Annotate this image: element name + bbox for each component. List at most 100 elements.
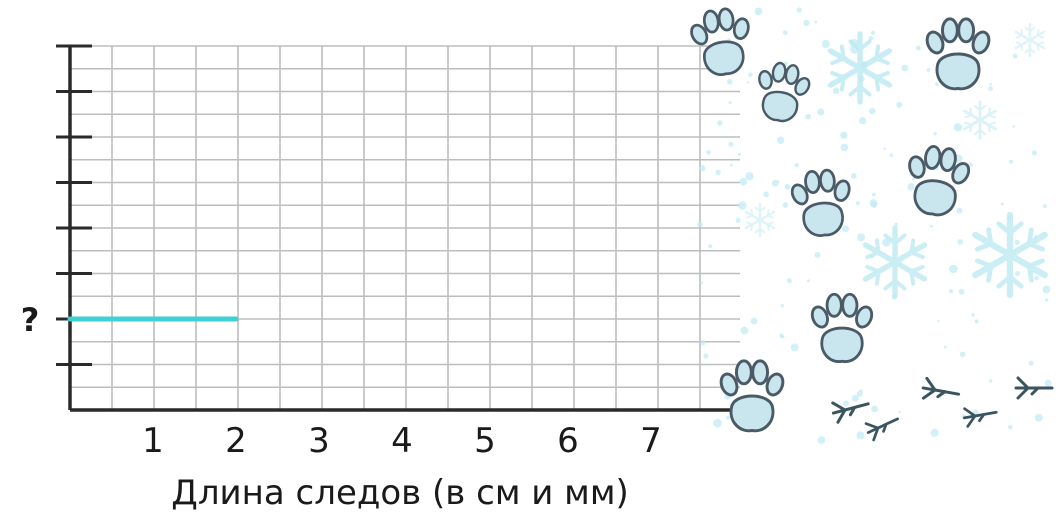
snow-speck bbox=[989, 82, 993, 86]
snow-speck bbox=[851, 394, 859, 402]
snow-speck bbox=[883, 147, 886, 150]
snow-speck bbox=[725, 415, 730, 420]
snow-speck bbox=[957, 239, 963, 245]
snowflake-icon bbox=[1014, 22, 1046, 58]
snow-speck bbox=[1031, 150, 1037, 156]
snow-speck bbox=[717, 120, 723, 126]
paw-print-icon bbox=[908, 145, 971, 217]
paw-print-icon bbox=[925, 17, 991, 91]
snow-speck bbox=[930, 428, 939, 437]
snow-speck bbox=[842, 225, 849, 233]
snow-speck bbox=[740, 326, 749, 335]
snow-speck bbox=[776, 136, 785, 144]
snow-speck bbox=[779, 333, 784, 338]
x-tick-label: 4 bbox=[391, 421, 413, 461]
snow-speck bbox=[817, 108, 825, 116]
snow-speck bbox=[1015, 271, 1021, 277]
snow-speck bbox=[943, 345, 947, 349]
paw-print-icon bbox=[719, 359, 785, 433]
bird-track-icon bbox=[1014, 376, 1054, 400]
snow-speck bbox=[1034, 413, 1043, 422]
snow-speck bbox=[1012, 125, 1015, 128]
snow-speck bbox=[988, 86, 993, 91]
snow-speck bbox=[805, 113, 811, 120]
snow-speck bbox=[953, 123, 963, 132]
snow-speck bbox=[708, 244, 713, 249]
snow-speck bbox=[784, 184, 791, 190]
snow-speck bbox=[870, 30, 876, 35]
snow-speck bbox=[786, 278, 793, 284]
snow-speck bbox=[959, 351, 966, 358]
snow-speck bbox=[727, 79, 733, 85]
snowflake-icon bbox=[962, 100, 998, 140]
x-tick-label: 6 bbox=[557, 421, 579, 461]
snow-speck bbox=[870, 202, 877, 208]
winter-tracks-illustration bbox=[690, 7, 1054, 444]
snow-speck bbox=[840, 143, 849, 152]
snow-speck bbox=[796, 7, 802, 13]
snow-speck bbox=[735, 217, 741, 223]
snow-speck bbox=[738, 201, 747, 210]
snow-speck bbox=[948, 289, 953, 294]
snow-speck bbox=[748, 72, 753, 77]
snow-speck bbox=[842, 400, 850, 407]
snow-speck bbox=[956, 207, 963, 214]
snow-speck bbox=[949, 264, 958, 274]
snow-speck bbox=[821, 39, 830, 48]
paw-print-icon bbox=[810, 292, 874, 364]
snow-speck bbox=[855, 201, 860, 206]
snow-speck bbox=[935, 82, 939, 87]
snow-speck bbox=[715, 169, 721, 176]
paw-print-icon bbox=[690, 7, 750, 76]
snow-speck bbox=[974, 319, 979, 324]
snow-speck bbox=[699, 281, 703, 285]
snow-speck bbox=[859, 116, 867, 125]
snow-speck bbox=[1044, 298, 1049, 302]
snow-speck bbox=[807, 279, 810, 283]
snow-speck bbox=[1000, 202, 1004, 206]
snow-speck bbox=[898, 410, 901, 414]
x-tick-label: 7 bbox=[640, 421, 662, 461]
chart-y-labels: ? bbox=[21, 301, 40, 339]
snow-speck bbox=[850, 173, 857, 179]
snow-speck bbox=[859, 389, 863, 393]
x-tick-label: 1 bbox=[142, 421, 164, 461]
x-tick-label: 2 bbox=[225, 421, 247, 461]
snow-speck bbox=[929, 224, 933, 228]
x-tick-label: 5 bbox=[474, 421, 496, 461]
snow-speck bbox=[700, 340, 706, 346]
snow-speck bbox=[817, 436, 826, 444]
snow-speck bbox=[869, 107, 876, 115]
snow-speck bbox=[933, 131, 937, 136]
snow-speck bbox=[832, 87, 840, 95]
snow-speck bbox=[729, 163, 733, 167]
snow-speck bbox=[763, 191, 770, 198]
snow-speck bbox=[901, 64, 909, 72]
snow-speck bbox=[989, 379, 993, 383]
snow-speck bbox=[782, 30, 788, 35]
snow-speck bbox=[754, 7, 763, 16]
snow-speck bbox=[1034, 275, 1039, 281]
snow-speck bbox=[856, 431, 865, 440]
x-axis-label: Длина следов (в см и мм) bbox=[171, 473, 629, 513]
chart-grid bbox=[70, 45, 740, 410]
snow-speck bbox=[889, 153, 894, 158]
chart-axes bbox=[56, 44, 770, 412]
snow-speck bbox=[1028, 360, 1034, 366]
paw-print-icon bbox=[790, 168, 851, 237]
snow-speck bbox=[814, 251, 821, 258]
snow-speck bbox=[840, 131, 848, 139]
snow-speck bbox=[728, 141, 734, 147]
snow-speck bbox=[697, 221, 703, 228]
snow-speck bbox=[871, 405, 878, 413]
bird-track-icon bbox=[831, 401, 870, 424]
snow-speck bbox=[776, 180, 780, 183]
snow-speck bbox=[728, 100, 732, 105]
snow-speck bbox=[926, 67, 931, 72]
snow-speck bbox=[739, 177, 748, 186]
snow-speck bbox=[750, 317, 758, 325]
snow-speck bbox=[937, 319, 940, 323]
snow-speck bbox=[1007, 424, 1013, 430]
snow-speck bbox=[871, 192, 876, 197]
